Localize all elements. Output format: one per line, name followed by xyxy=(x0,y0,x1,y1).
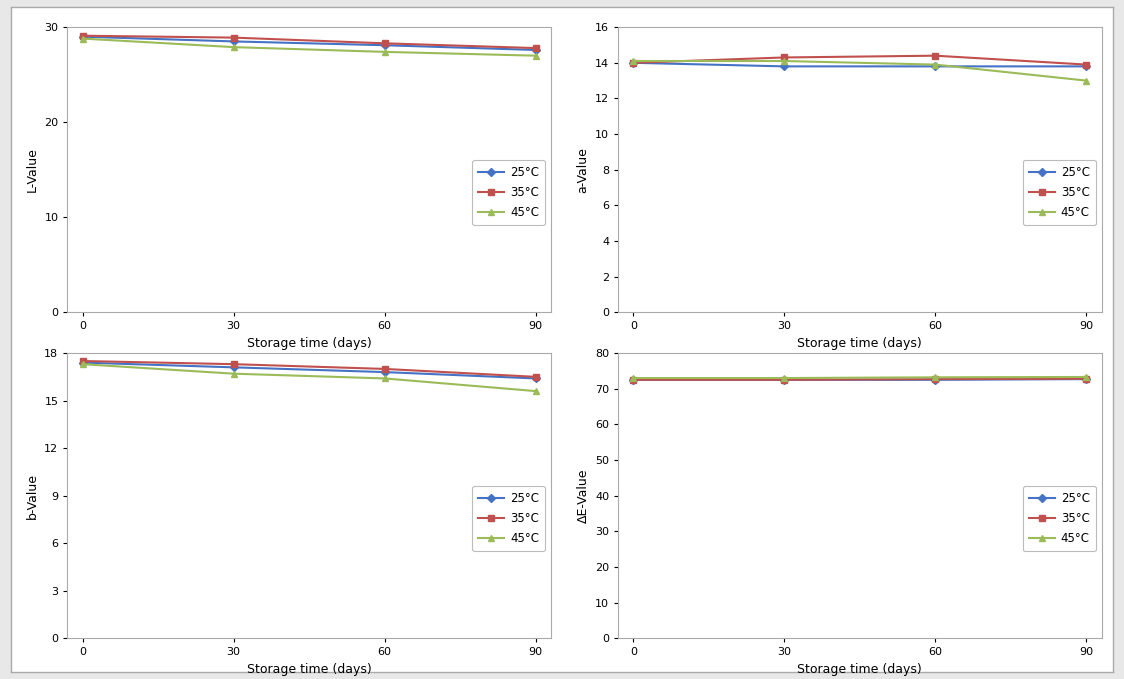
35°C xyxy=(227,360,241,368)
45°C xyxy=(928,60,942,69)
45°C xyxy=(626,57,640,65)
Legend: 25°C, 35°C, 45°C: 25°C, 35°C, 45°C xyxy=(472,486,545,551)
Line: 25°C: 25°C xyxy=(631,60,1089,69)
45°C xyxy=(378,374,391,382)
Y-axis label: b-Value: b-Value xyxy=(26,473,38,519)
35°C xyxy=(928,52,942,60)
35°C xyxy=(626,59,640,67)
25°C xyxy=(928,375,942,384)
45°C xyxy=(378,48,391,56)
45°C xyxy=(227,43,241,51)
Y-axis label: a-Value: a-Value xyxy=(577,147,589,193)
25°C xyxy=(75,33,89,41)
25°C xyxy=(626,375,640,384)
35°C xyxy=(778,375,791,384)
X-axis label: Storage time (days): Storage time (days) xyxy=(247,337,371,350)
45°C xyxy=(778,57,791,65)
35°C xyxy=(928,375,942,383)
Line: 45°C: 45°C xyxy=(80,361,538,394)
Line: 35°C: 35°C xyxy=(80,359,538,380)
35°C xyxy=(378,365,391,373)
25°C xyxy=(227,363,241,371)
X-axis label: Storage time (days): Storage time (days) xyxy=(247,663,371,676)
Line: 35°C: 35°C xyxy=(631,53,1089,67)
Line: 25°C: 25°C xyxy=(80,360,538,381)
35°C xyxy=(626,375,640,384)
45°C xyxy=(626,374,640,382)
35°C xyxy=(75,32,89,40)
45°C xyxy=(529,387,543,395)
Line: 35°C: 35°C xyxy=(631,376,1089,382)
45°C xyxy=(1080,373,1094,381)
25°C xyxy=(1080,375,1094,383)
25°C xyxy=(778,62,791,71)
Line: 45°C: 45°C xyxy=(631,58,1089,84)
35°C xyxy=(1080,375,1094,383)
25°C xyxy=(778,375,791,384)
25°C xyxy=(75,359,89,367)
45°C xyxy=(529,52,543,60)
35°C xyxy=(75,357,89,365)
Legend: 25°C, 35°C, 45°C: 25°C, 35°C, 45°C xyxy=(1023,486,1096,551)
35°C xyxy=(778,54,791,62)
25°C xyxy=(626,59,640,67)
35°C xyxy=(529,44,543,52)
45°C xyxy=(928,373,942,382)
45°C xyxy=(75,35,89,43)
X-axis label: Storage time (days): Storage time (days) xyxy=(798,663,922,676)
Line: 25°C: 25°C xyxy=(80,34,538,53)
25°C xyxy=(378,368,391,376)
Legend: 25°C, 35°C, 45°C: 25°C, 35°C, 45°C xyxy=(472,160,545,225)
Line: 35°C: 35°C xyxy=(80,33,538,51)
X-axis label: Storage time (days): Storage time (days) xyxy=(798,337,922,350)
25°C xyxy=(378,41,391,50)
Line: 25°C: 25°C xyxy=(631,376,1089,382)
Y-axis label: L-Value: L-Value xyxy=(26,147,38,192)
35°C xyxy=(1080,60,1094,69)
25°C xyxy=(1080,62,1094,71)
Line: 45°C: 45°C xyxy=(80,36,538,58)
45°C xyxy=(1080,77,1094,85)
35°C xyxy=(529,373,543,381)
Line: 45°C: 45°C xyxy=(631,374,1089,381)
45°C xyxy=(75,360,89,368)
25°C xyxy=(227,37,241,45)
25°C xyxy=(529,46,543,54)
35°C xyxy=(378,39,391,48)
25°C xyxy=(529,374,543,382)
35°C xyxy=(227,33,241,41)
Y-axis label: ΔE-Value: ΔE-Value xyxy=(577,469,589,523)
25°C xyxy=(928,62,942,71)
45°C xyxy=(778,374,791,382)
Legend: 25°C, 35°C, 45°C: 25°C, 35°C, 45°C xyxy=(1023,160,1096,225)
45°C xyxy=(227,369,241,378)
